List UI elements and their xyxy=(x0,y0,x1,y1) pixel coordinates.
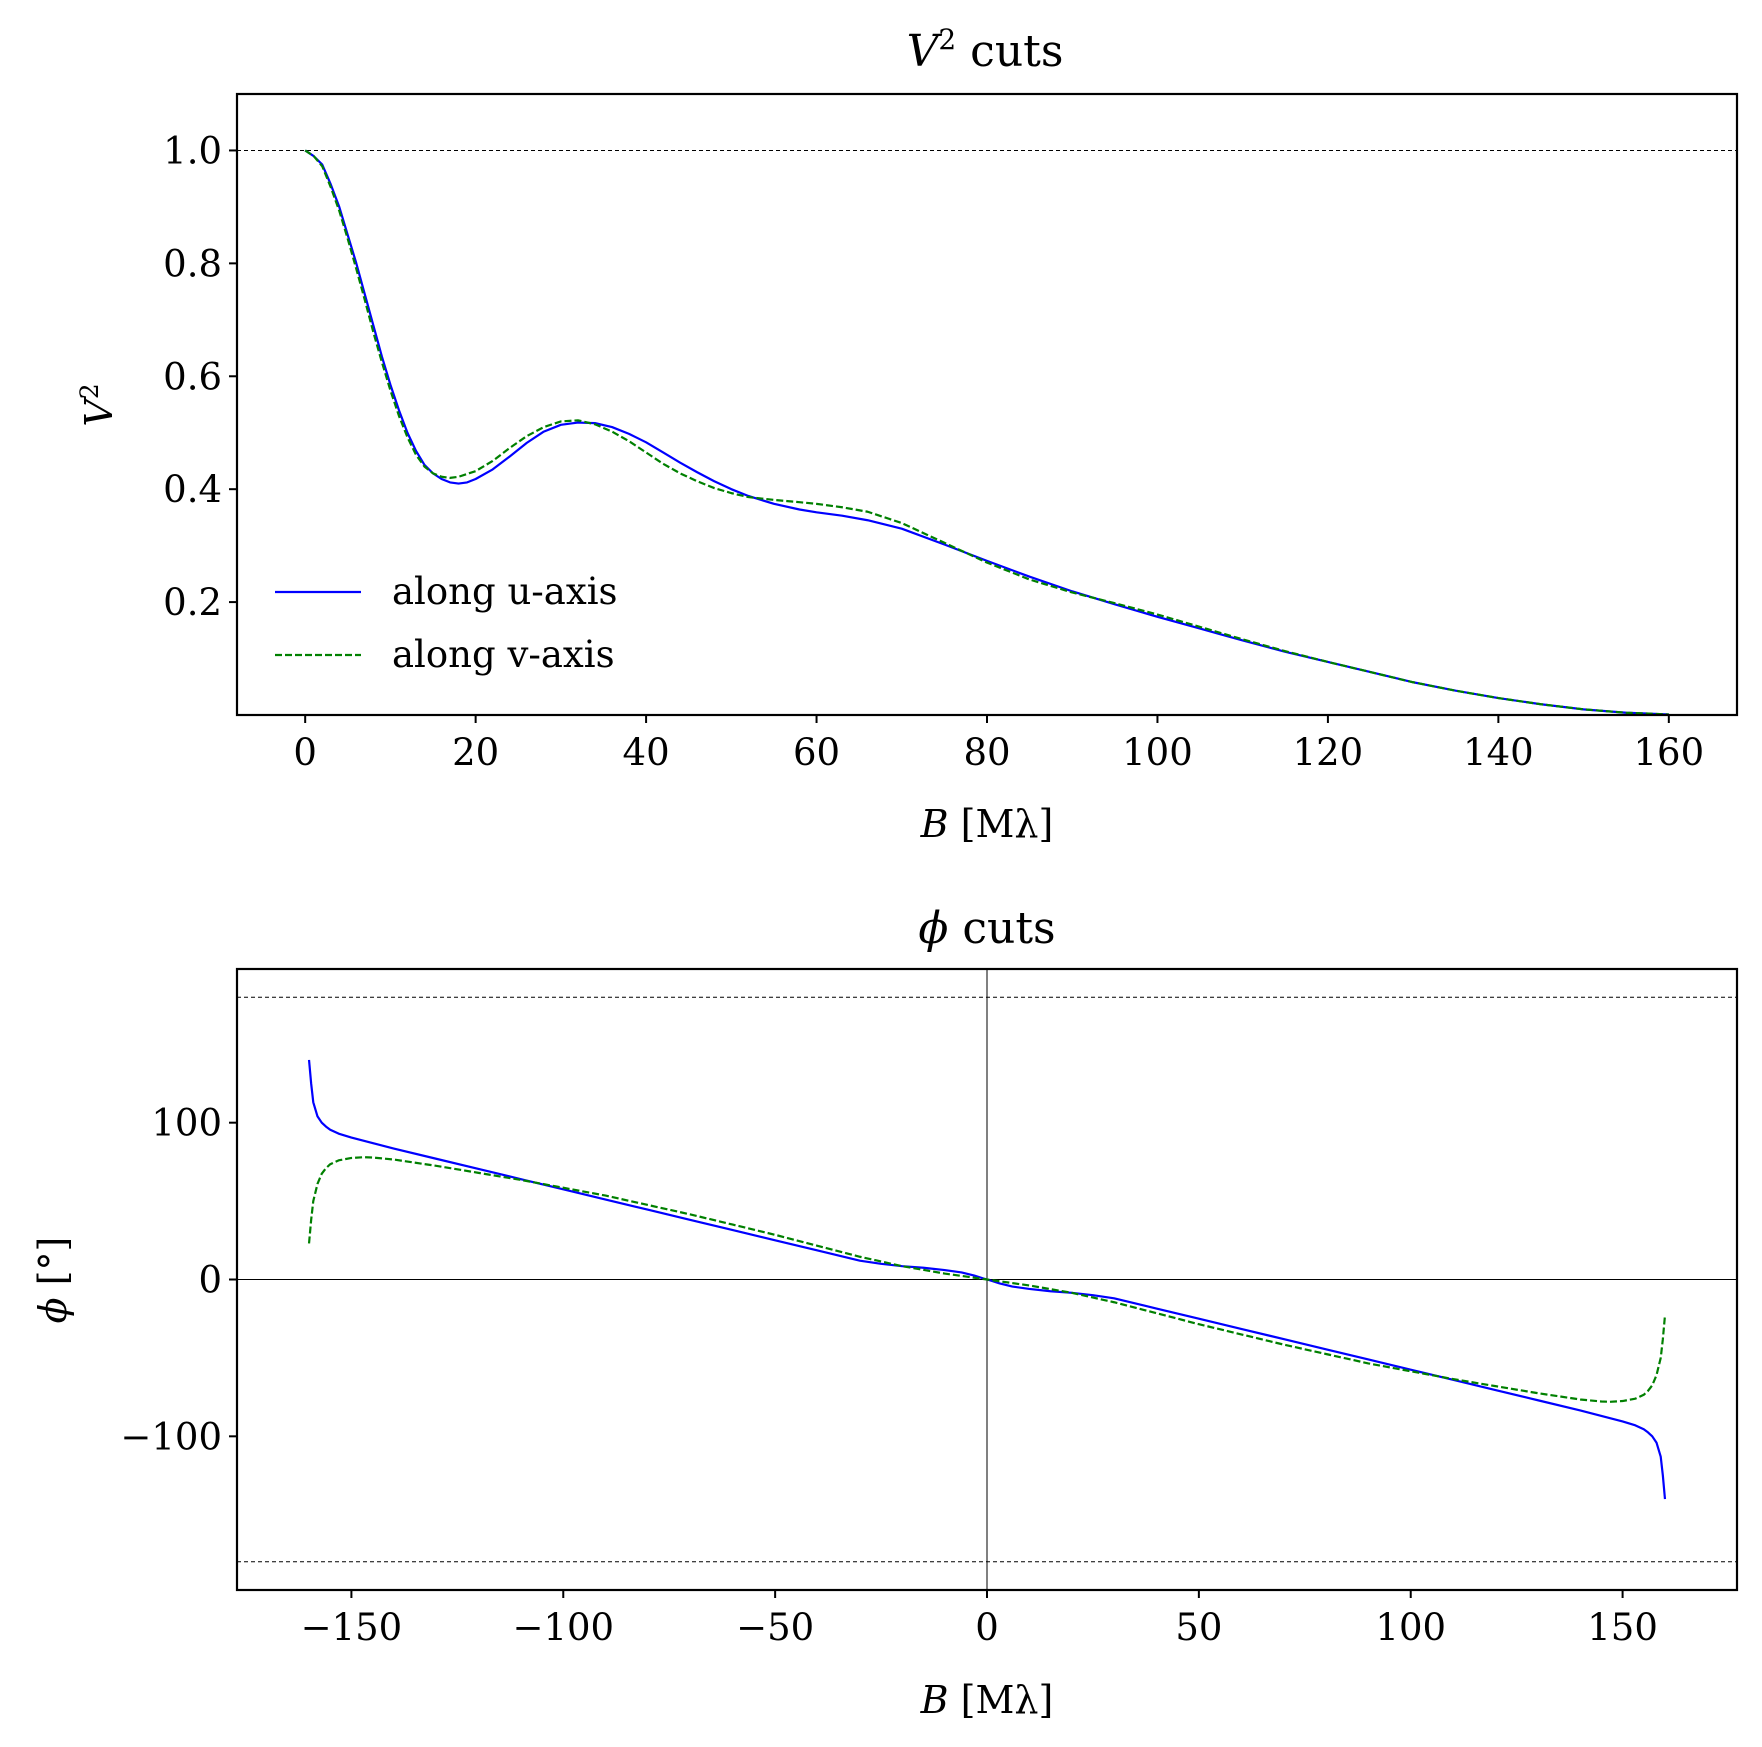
x-axis-label: B [Mλ] xyxy=(920,1678,1054,1722)
y-tick-label: −100 xyxy=(120,1415,222,1458)
x-tick-label: 80 xyxy=(963,731,1010,774)
x-tick-label: 100 xyxy=(1122,731,1193,774)
x-tick-label: 60 xyxy=(793,731,840,774)
y-axis-label: V2 xyxy=(75,383,121,426)
x-axis-ticks: 0 20 40 60 80 100 120 140 160 xyxy=(293,715,1704,774)
plot-frame xyxy=(235,92,1739,717)
y-tick-label: 100 xyxy=(151,1102,222,1145)
legend: along u-axis along v-axis xyxy=(275,570,618,676)
x-tick-label: 0 xyxy=(293,731,317,774)
x-tick-label: 160 xyxy=(1634,731,1705,774)
series-group xyxy=(307,1059,1667,1500)
x-tick-label: −100 xyxy=(512,1606,614,1649)
y-tick-label: 0.4 xyxy=(163,468,222,511)
y-axis-ticks: 0.2 0.4 0.6 0.8 1.0 xyxy=(163,129,237,624)
y-axis-ticks: −100 0 100 xyxy=(120,1102,237,1458)
chart-title: V2 cuts xyxy=(907,23,1064,77)
x-axis-ticks: −150 −100 −50 0 50 100 150 xyxy=(301,1590,1658,1649)
y-tick-label: 0.6 xyxy=(163,355,222,398)
series-group xyxy=(304,149,1669,716)
legend-label: along v-axis xyxy=(392,633,615,676)
y-tick-label: 0.2 xyxy=(163,581,222,624)
x-tick-label: −50 xyxy=(736,1606,814,1649)
x-tick-label: 50 xyxy=(1175,1606,1222,1649)
x-tick-label: 40 xyxy=(623,731,670,774)
x-tick-label: 0 xyxy=(975,1606,999,1649)
y-tick-label: 0.8 xyxy=(163,242,222,285)
x-tick-label: 20 xyxy=(452,731,499,774)
series-line-u-axis xyxy=(304,149,1669,716)
x-tick-label: 120 xyxy=(1293,731,1364,774)
x-tick-label: 100 xyxy=(1375,1606,1446,1649)
chart-title: ϕ cuts xyxy=(918,903,1055,954)
y-axis-label: ϕ [°] xyxy=(31,1237,75,1324)
y-tick-label: 0 xyxy=(198,1259,222,1302)
series-line-v-axis xyxy=(307,1156,1667,1403)
x-tick-label: 150 xyxy=(1587,1606,1658,1649)
phi-cuts-panel: ϕ cuts −150 −100 −50 0 50 100 150 −100 0 100 B [… xyxy=(31,903,1739,1722)
x-axis-label: B [Mλ] xyxy=(920,802,1054,846)
y-tick-label: 1.0 xyxy=(163,129,222,172)
legend-label: along u-axis xyxy=(392,570,618,613)
v2-cuts-panel: V2 cuts 0 20 40 60 80 100 120 140 160 0.20.40.60… xyxy=(75,23,1739,846)
series-line-v-axis xyxy=(304,149,1669,716)
x-tick-label: −150 xyxy=(301,1606,403,1649)
x-tick-label: 140 xyxy=(1463,731,1534,774)
